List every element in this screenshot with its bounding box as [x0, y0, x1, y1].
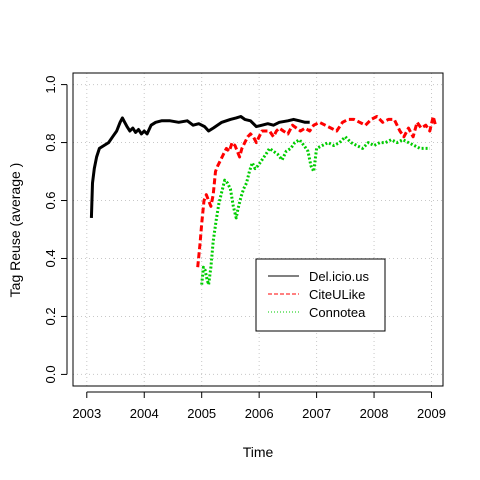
x-tick-label-2006: 2006 [245, 406, 274, 421]
x-axis-label: Time [243, 444, 274, 460]
y-tick-label-0.2: 0.2 [43, 307, 58, 325]
y-tick-label-0.6: 0.6 [43, 191, 58, 209]
legend-items: Del.icio.us CiteULike Connotea [268, 269, 369, 320]
legend: Del.icio.us CiteULike Connotea [255, 258, 386, 332]
x-tick-label-2005: 2005 [187, 406, 216, 421]
series-lines [89, 115, 437, 287]
series-line-2 [200, 135, 430, 287]
legend-label-2: Connotea [309, 305, 366, 320]
y-axis-label: Tag Reuse (average ) [7, 163, 23, 298]
series-line-0 [89, 115, 310, 218]
series-line-1 [196, 115, 437, 268]
axes: 2003 2004 2005 2006 2007 2008 2009 0.0 0.2 0.4 0.6… [43, 76, 446, 421]
y-tick-label-0.8: 0.8 [43, 134, 58, 152]
x-tick-label-2003: 2003 [72, 406, 101, 421]
x-tick-label-2009: 2009 [417, 406, 446, 421]
y-tick-label-0.4: 0.4 [43, 249, 58, 267]
x-tick-label-2008: 2008 [360, 406, 389, 421]
x-tick-label-2007: 2007 [302, 406, 331, 421]
legend-box [255, 258, 386, 332]
y-tick-label-1.0: 1.0 [43, 76, 58, 94]
plot-frame [72, 72, 444, 387]
legend-label-0: Del.icio.us [309, 269, 369, 284]
x-tick-label-2004: 2004 [130, 406, 159, 421]
legend-label-1: CiteULike [309, 287, 365, 302]
y-tick-label-0.0: 0.0 [43, 365, 58, 383]
